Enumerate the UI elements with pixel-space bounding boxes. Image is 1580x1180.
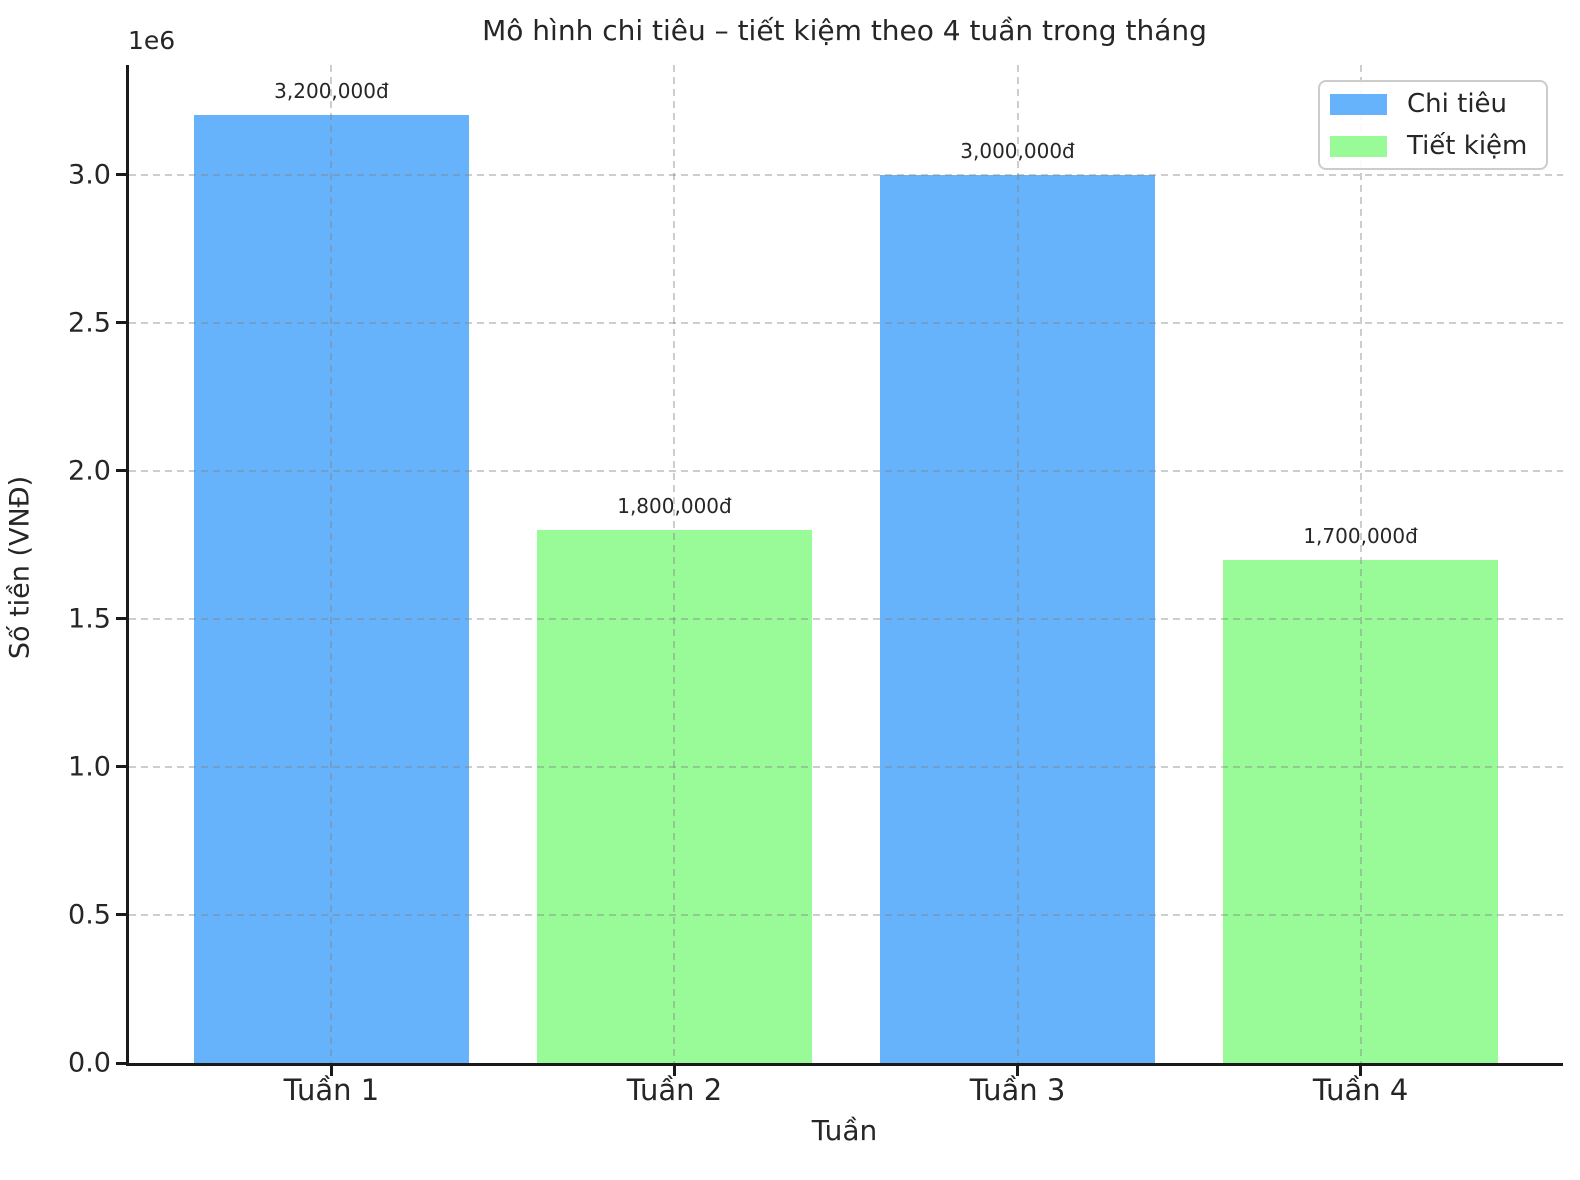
y-axis-offset-text: 1e6: [128, 26, 176, 55]
x-axis-label: Tuần: [811, 1114, 878, 1147]
y-tick-mark: [116, 765, 126, 769]
y-gridline: [129, 765, 1563, 768]
x-tick-mark: [1016, 1066, 1020, 1076]
chart-title: Mô hình chi tiêu – tiết kiệm theo 4 tuần…: [482, 14, 1207, 47]
y-tick-label: 0.0: [68, 1047, 111, 1079]
x-gridline: [673, 65, 676, 1063]
y-tick-label: 1.5: [68, 603, 111, 635]
y-tick-mark: [116, 469, 126, 473]
y-tick-mark: [116, 321, 126, 325]
bar: [880, 174, 1155, 1063]
x-gridline: [330, 65, 333, 1063]
y-gridline: [129, 469, 1563, 472]
x-tick-label: Tuần 4: [1312, 1073, 1409, 1107]
legend-swatch: [1330, 135, 1387, 157]
legend-label: Tiết kiệm: [1407, 131, 1528, 161]
legend-entry: Chi tiêu: [1330, 89, 1534, 119]
y-tick-mark: [116, 913, 126, 917]
bar-value-label: 1,700,000đ: [1303, 523, 1418, 548]
legend-swatch: [1330, 93, 1387, 115]
x-tick-mark: [1359, 1066, 1363, 1076]
y-tick-mark: [116, 173, 126, 177]
x-tick-label: Tuần 3: [969, 1073, 1066, 1107]
bar-value-label: 3,000,000đ: [960, 138, 1075, 163]
x-tick-label: Tuần 1: [283, 1073, 380, 1107]
bar: [537, 529, 812, 1063]
x-tick-label: Tuần 2: [626, 1073, 723, 1107]
plot-area: 0.0 0.5 1.0 1.5 2.0 2.5 3.0 Tuần 1 3,200,000đ Tuầ…: [68, 65, 1563, 1107]
x-gridline: [1359, 65, 1362, 1063]
bar-value-label: 3,200,000đ: [274, 79, 389, 104]
bar: [194, 115, 469, 1063]
y-gridline: [129, 617, 1563, 620]
legend-entry: Tiết kiệm: [1330, 131, 1534, 161]
y-tick-label: 3.0: [68, 159, 111, 191]
y-tick-label: 2.0: [68, 455, 111, 487]
legend: Chi tiêu Tiết kiệm: [1318, 80, 1548, 170]
y-tick-label: 1.0: [68, 751, 111, 783]
x-gridline: [1016, 65, 1019, 1063]
y-gridline: [129, 173, 1563, 176]
y-tick-mark: [116, 1061, 126, 1065]
bar: [1223, 559, 1498, 1063]
y-gridline: [129, 321, 1563, 324]
y-tick-label: 0.5: [68, 899, 111, 931]
y-tick-label: 2.5: [68, 307, 111, 339]
y-gridline: [129, 913, 1563, 916]
bar-value-label: 1,800,000đ: [617, 493, 732, 518]
x-tick-mark: [672, 1066, 676, 1076]
y-tick-mark: [116, 617, 126, 621]
x-tick-mark: [329, 1066, 333, 1076]
legend-label: Chi tiêu: [1407, 89, 1508, 119]
